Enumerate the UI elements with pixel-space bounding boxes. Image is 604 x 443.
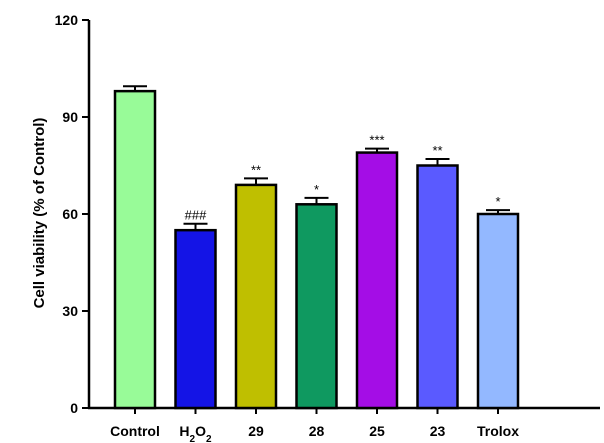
significance-label: ** — [432, 143, 442, 158]
significance-label: * — [495, 194, 500, 209]
significance-label: *** — [369, 133, 384, 148]
y-axis-title: Cell viability (% of Control) — [31, 118, 48, 309]
y-ticks: 0 30 60 90 120 — [55, 12, 89, 416]
x-tick-label: 28 — [309, 423, 325, 439]
y-tick-label: 120 — [55, 12, 79, 28]
x-tick-labels: Control H2O2 29 28 25 23 Trolox — [110, 408, 519, 443]
x-tick-label: Control — [110, 423, 160, 439]
bar — [113, 89, 157, 410]
bar — [416, 164, 459, 410]
bars: ###********* — [113, 85, 520, 410]
axes — [87, 20, 600, 410]
y-tick-label: 90 — [62, 109, 78, 125]
x-tick-label: Trolox — [477, 423, 519, 439]
significance-label: ** — [251, 162, 261, 177]
x-tick-label: 23 — [430, 423, 446, 439]
bar — [174, 228, 217, 410]
y-tick-label: 60 — [62, 206, 78, 222]
x-tick-label: 29 — [248, 423, 264, 439]
bar — [355, 151, 399, 410]
y-tick-label: 30 — [62, 303, 78, 319]
bar — [234, 183, 278, 410]
x-tick-label: 25 — [369, 423, 385, 439]
significance-label: ### — [185, 208, 207, 223]
x-tick-label: H2O2 — [179, 423, 212, 443]
bar — [476, 212, 520, 410]
y-axis-title-group: Cell viability (% of Control) — [31, 118, 48, 309]
y-tick-label: 0 — [70, 400, 78, 416]
bar — [295, 203, 338, 410]
significance-label: * — [314, 182, 319, 197]
